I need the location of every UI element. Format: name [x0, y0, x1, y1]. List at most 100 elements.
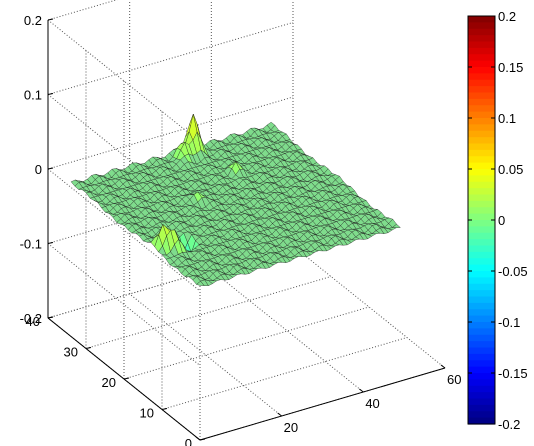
- y-tick-label: 10: [140, 406, 154, 421]
- x-tick-mark: [277, 412, 282, 417]
- z-tick-mark: [47, 93, 54, 95]
- colorbar-band: [468, 322, 495, 329]
- colorbar-band: [468, 111, 495, 119]
- y-tick-mark: [161, 408, 168, 410]
- x-tick-mark: [195, 436, 201, 441]
- z-tick-mark: [47, 242, 54, 244]
- colorbar-band: [468, 28, 495, 36]
- colorbar-band: [468, 353, 495, 361]
- z-tick-mark: [47, 167, 54, 170]
- z-tick-label: -0.2: [20, 311, 42, 326]
- colorbar-band: [468, 404, 495, 412]
- colorbar-band: [468, 290, 495, 298]
- colorbar-band: [468, 251, 495, 259]
- colorbar-tick-label: -0.05: [498, 264, 528, 279]
- colorbar-band: [468, 47, 495, 55]
- grid-line: [47, 96, 294, 170]
- colorbar-tick-label: -0.2: [498, 417, 520, 432]
- colorbar-tick-label: 0.05: [498, 162, 523, 177]
- colorbar-band: [468, 283, 495, 291]
- colorbar-band: [468, 207, 495, 215]
- colorbar-band: [468, 392, 495, 400]
- colorbar-band: [468, 341, 495, 349]
- colorbar-tick-label: 0.15: [498, 60, 523, 75]
- surface-patch: [392, 223, 401, 228]
- y-tick-mark: [123, 377, 130, 380]
- colorbar-band: [468, 309, 495, 317]
- colorbar-band: [468, 302, 495, 310]
- colorbar-band: [468, 277, 495, 285]
- colorbar-band: [468, 41, 495, 49]
- grid-line: [161, 337, 408, 410]
- z-tick-mark: [47, 316, 54, 319]
- grid-line: [47, 0, 118, 21]
- colorbar-band: [468, 264, 495, 272]
- y-tick-label: 20: [102, 375, 116, 390]
- grid-line: [47, 245, 294, 319]
- axis-tick-labels: 0204060010203040-0.2-0.100.10.2: [20, 13, 462, 446]
- colorbar-band: [468, 226, 495, 234]
- colorbar-band: [468, 16, 495, 23]
- grid-line: [47, 19, 201, 143]
- colorbar-band: [468, 105, 495, 113]
- colorbar-band: [468, 35, 495, 43]
- colorbar-band: [468, 137, 495, 145]
- colorbar-band: [468, 181, 495, 189]
- grid-line: [47, 168, 201, 292]
- colorbar-band: [468, 220, 495, 227]
- colorbar: 0.2 0.15 0.1 0.05 0 -0.05 -0.1 -0.15 -0.2: [467, 9, 528, 432]
- colorbar-band: [468, 169, 495, 176]
- grid-line: [85, 276, 332, 349]
- x-tick-label: 60: [447, 372, 461, 387]
- colorbar-band: [468, 98, 495, 106]
- grid-line: [47, 243, 201, 366]
- colorbar-band: [468, 79, 495, 87]
- colorbar-tick-label: 0.1: [498, 111, 516, 126]
- x-tick-label: 40: [365, 396, 379, 411]
- y-tick-label: 40: [26, 314, 40, 329]
- colorbar-band: [468, 54, 495, 62]
- colorbar-band: [468, 296, 495, 304]
- colorbar-tick-label: -0.15: [498, 366, 528, 381]
- colorbar-band: [468, 73, 495, 81]
- colorbar-band: [468, 124, 495, 132]
- colorbar-band: [468, 334, 495, 342]
- colorbar-band: [468, 239, 495, 247]
- grid-line: [47, 171, 294, 244]
- colorbar-band: [468, 67, 495, 74]
- z-tick-label: 0: [35, 162, 42, 177]
- colorbar-band: [468, 411, 495, 419]
- colorbar-band: [468, 118, 495, 125]
- colorbar-band: [468, 360, 495, 368]
- y-tick-mark: [199, 438, 206, 441]
- colorbar-tick-label: -0.1: [498, 315, 520, 330]
- colorbar-band: [468, 143, 495, 151]
- colorbar-band: [468, 373, 495, 380]
- colorbar-tick-label: 0: [498, 213, 505, 228]
- z-tick-label: 0.2: [24, 13, 42, 28]
- colorbar-band: [468, 130, 495, 138]
- colorbar-band: [468, 347, 495, 355]
- grid-line: [123, 306, 370, 380]
- z-tick-label: -0.1: [20, 237, 42, 252]
- colorbar-band: [468, 258, 495, 266]
- y-tick-label: 30: [64, 345, 78, 360]
- colorbar-band: [468, 92, 495, 100]
- z-tick-label: 0.1: [24, 88, 42, 103]
- colorbar-band: [468, 417, 495, 425]
- colorbar-band: [468, 385, 495, 393]
- colorbar-band: [468, 188, 495, 196]
- colorbar-band: [468, 200, 495, 208]
- x-tick-mark: [359, 388, 364, 393]
- colorbar-band: [468, 22, 495, 30]
- grid-line: [47, 22, 294, 95]
- grid-line: [129, 293, 282, 417]
- colorbar-band: [468, 328, 495, 336]
- colorbar-band: [468, 162, 495, 170]
- colorbar-band: [468, 175, 495, 183]
- x-axis-line: [199, 367, 446, 441]
- colorbar-band: [468, 271, 495, 278]
- colorbar-band: [468, 213, 495, 221]
- colorbar-band: [468, 232, 495, 240]
